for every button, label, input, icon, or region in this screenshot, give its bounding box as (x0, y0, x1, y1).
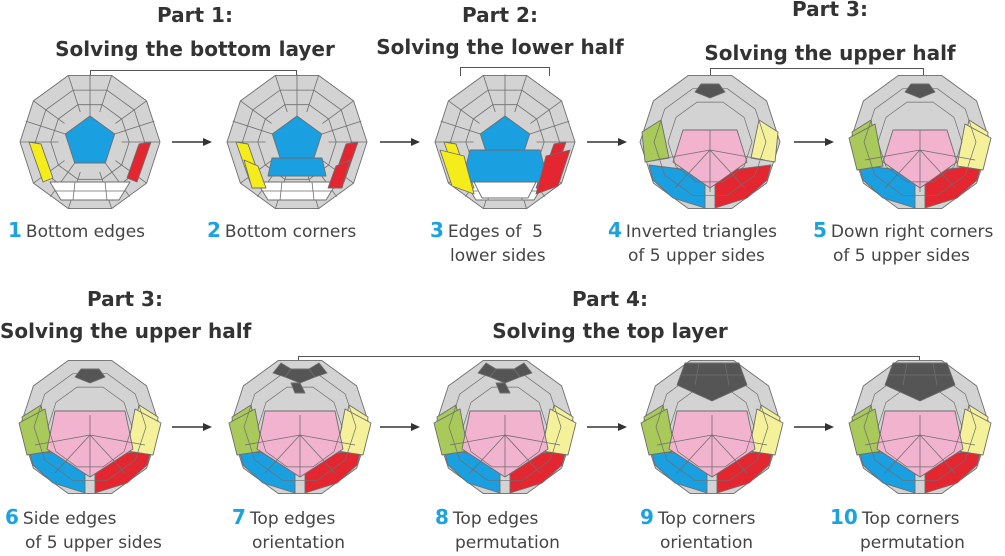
part1-subtitle: Solving the bottom layer (55, 37, 335, 61)
step-number: 4 (608, 218, 622, 242)
top-edge (495, 382, 511, 394)
part2-title: Part 2: Solving the lower half (360, 0, 640, 62)
megaminx-step2 (226, 74, 368, 210)
red-face (126, 141, 152, 183)
megaminx-step5 (848, 74, 992, 210)
megaminx-step10 (848, 359, 992, 495)
part1-bracket (90, 70, 297, 77)
red-corner (327, 159, 351, 189)
step3-caption: 3 Edges of 5 lower sides (430, 218, 546, 268)
top-face (884, 362, 956, 402)
yellow-face (28, 141, 54, 183)
megaminx-step8 (433, 359, 577, 495)
arrow-right-icon (587, 423, 627, 431)
arrow-right-icon (172, 423, 212, 431)
arrow-right-icon (380, 138, 420, 146)
part3a-label: Part 3: (792, 0, 868, 21)
top-center (694, 83, 726, 99)
megaminx-step6 (18, 359, 162, 495)
yellow-corner (243, 159, 267, 189)
step-label: Top edges (249, 509, 336, 529)
top-edge (513, 362, 533, 378)
red-lower (535, 149, 571, 195)
arrow-right-icon (794, 138, 834, 146)
part3a-title: Part 3: Solving the upper half (690, 0, 970, 68)
step-number: 7 (232, 505, 246, 529)
step-number: 1 (8, 218, 22, 242)
top-edge (308, 362, 328, 378)
step-label-line2: of 5 upper sides (833, 246, 970, 266)
step4-caption: 4 Inverted triangles of 5 upper sides (608, 218, 777, 268)
part4-subtitle: Solving the top layer (492, 319, 728, 343)
step-number: 9 (640, 505, 654, 529)
step10-caption: 10 Top corners permutation (830, 505, 965, 555)
part2-subtitle: Solving the lower half (376, 35, 624, 59)
part2-label: Part 2: (462, 3, 538, 27)
arrow-right-icon (172, 138, 212, 146)
step-label: Down right corners (830, 222, 994, 242)
step-label: Inverted triangles (625, 222, 777, 242)
light-yellow-face (750, 119, 779, 163)
top-edge (477, 362, 497, 378)
part3b-label: Part 3: (87, 287, 163, 311)
step-label: Top corners (657, 509, 756, 529)
step-number: 10 (830, 505, 858, 529)
blue-bar (267, 157, 327, 177)
step-number: 6 (5, 505, 19, 529)
step1-caption: 1 Bottom edges (8, 218, 145, 244)
white-lower (473, 181, 537, 199)
step-label-line2: orientation (252, 533, 345, 553)
step-number: 8 (435, 505, 449, 529)
yellow-lower (439, 149, 475, 195)
step6-caption: 6 Side edges of 5 upper sides (5, 505, 162, 555)
part4-bracket (298, 356, 920, 367)
step-label-line2: permutation (860, 533, 965, 553)
part3a-subtitle: Solving the upper half (704, 41, 956, 65)
top-edge (290, 382, 306, 394)
part3a-bracket (710, 68, 924, 77)
step-label: Top corners (861, 509, 960, 529)
blue-lower (461, 149, 549, 183)
top-center (904, 83, 936, 99)
top-face (676, 362, 748, 402)
step5-caption: 5 Down right corners of 5 upper sides (813, 218, 993, 268)
megaminx-step3 (434, 74, 576, 210)
megaminx-step1 (19, 74, 161, 210)
part1-title: Part 1: Solving the bottom layer (40, 0, 350, 64)
top-center (74, 368, 106, 384)
step8-caption: 8 Top edges permutation (435, 505, 560, 555)
part1-label: Part 1: (157, 3, 233, 27)
megaminx-step7 (228, 359, 372, 495)
step-label: Edges of 5 (447, 222, 543, 242)
step-label: Bottom corners (224, 222, 357, 242)
part4-label: Part 4: (572, 287, 648, 311)
step2-caption: 2 Bottom corners (207, 218, 356, 244)
step7-caption: 7 Top edges orientation (232, 505, 345, 555)
step-label-line2: orientation (660, 533, 753, 553)
step9-caption: 9 Top corners orientation (640, 505, 756, 555)
part2-bracket (460, 67, 550, 76)
step-number: 5 (813, 218, 827, 242)
arrow-right-icon (587, 138, 627, 146)
center-face (64, 115, 116, 164)
step-label: Bottom edges (25, 222, 146, 242)
part3b-title: Part 3: Solving the upper half (0, 284, 252, 346)
green-face (641, 119, 670, 163)
megaminx-step4 (639, 74, 781, 210)
step-number: 2 (207, 218, 221, 242)
arrow-right-icon (380, 423, 420, 431)
step-label-line2: lower sides (450, 246, 546, 266)
step-number: 3 (430, 218, 444, 242)
step-label-line2: permutation (455, 533, 560, 553)
part3b-subtitle: Solving the upper half (0, 319, 252, 343)
step-label: Top edges (452, 509, 539, 529)
step-label: Side edges (22, 509, 117, 529)
top-edge (272, 362, 292, 378)
part4-title: Part 4: Solving the top layer (470, 284, 750, 346)
step-label-line2: of 5 upper sides (628, 246, 765, 266)
arrow-right-icon (794, 423, 834, 431)
step-label-line2: of 5 upper sides (25, 533, 162, 553)
megaminx-step9 (640, 359, 784, 495)
